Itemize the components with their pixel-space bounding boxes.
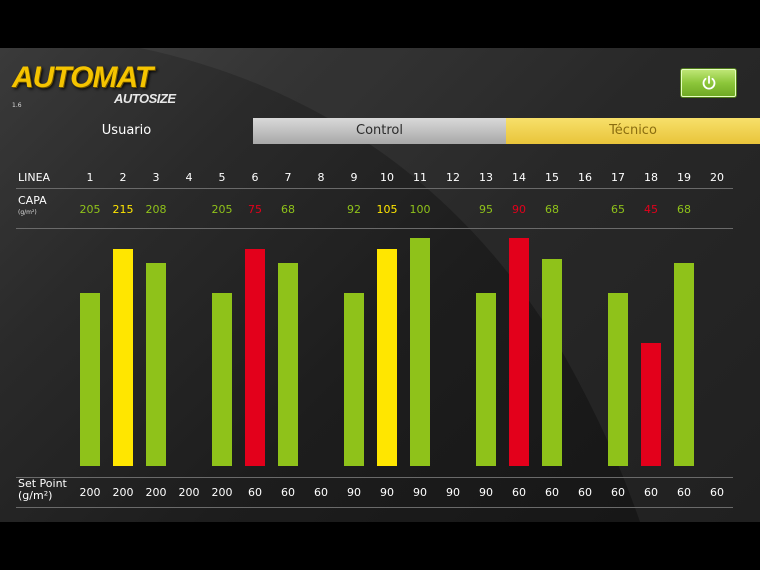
divider — [16, 477, 733, 478]
line-number: 6 — [251, 171, 259, 184]
line-number: 1 — [86, 171, 94, 184]
line-number: 5 — [218, 171, 226, 184]
capa-value: 208 — [145, 203, 167, 216]
line-number: 12 — [446, 171, 460, 184]
setpoint-value: 200 — [145, 486, 167, 499]
line-number: 20 — [710, 171, 724, 184]
line-number: 15 — [545, 171, 559, 184]
line-number: 8 — [317, 171, 325, 184]
setpoint-value: 200 — [211, 486, 233, 499]
logo-version: 1.6 — [12, 102, 22, 109]
line-number: 11 — [413, 171, 427, 184]
line-bar — [146, 263, 166, 466]
line-bar — [344, 293, 364, 466]
setpoint-value: 60 — [644, 486, 658, 499]
capa-value: 45 — [644, 203, 658, 216]
setpoint-value: 200 — [178, 486, 200, 499]
line-bar — [476, 293, 496, 466]
line-number: 18 — [644, 171, 658, 184]
logo-brand: AUTOMAT — [12, 61, 153, 94]
line-number: 17 — [611, 171, 625, 184]
divider — [16, 228, 733, 229]
line-bar — [212, 293, 232, 466]
power-icon — [702, 75, 715, 90]
capa-value: 68 — [281, 203, 295, 216]
line-number: 3 — [152, 171, 160, 184]
line-number: 10 — [380, 171, 394, 184]
automat-logo: AUTOMAT AUTOSIZE 1.6 — [12, 61, 187, 110]
screen: AUTOMAT AUTOSIZE 1.6 Usuario Control Téc… — [0, 48, 760, 522]
setpoint-value: 60 — [248, 486, 262, 499]
linea-label: LINEA — [18, 171, 51, 184]
power-button[interactable] — [681, 69, 736, 97]
setpoint-value: 200 — [112, 486, 134, 499]
logo-product: AUTOSIZE — [114, 91, 176, 106]
setpoint-value: 60 — [677, 486, 691, 499]
tab-usuario[interactable]: Usuario — [101, 123, 152, 138]
capa-value: 90 — [512, 203, 526, 216]
line-bar — [608, 293, 628, 466]
capa-value: 92 — [347, 203, 361, 216]
line-bar — [80, 293, 100, 466]
setpoint-value: 60 — [512, 486, 526, 499]
line-number: 7 — [284, 171, 292, 184]
tab-control[interactable]: Control — [253, 118, 506, 144]
setpoint-unit: (g/m²) — [18, 489, 53, 502]
divider — [16, 188, 733, 189]
setpoint-value: 90 — [446, 486, 460, 499]
setpoint-value: 60 — [578, 486, 592, 499]
line-bar — [674, 263, 694, 466]
divider — [16, 507, 733, 508]
capa-value: 105 — [376, 203, 398, 216]
line-number: 19 — [677, 171, 691, 184]
capa-value: 205 — [79, 203, 101, 216]
setpoint-value: 60 — [314, 486, 328, 499]
capa-value: 68 — [677, 203, 691, 216]
setpoint-value: 90 — [413, 486, 427, 499]
line-bar — [509, 238, 529, 466]
line-bar — [410, 238, 430, 466]
capa-value: 100 — [409, 203, 431, 216]
capa-value: 95 — [479, 203, 493, 216]
line-bar — [377, 249, 397, 466]
setpoint-label: Set Point — [18, 477, 67, 490]
line-bar — [113, 249, 133, 466]
setpoint-value: 60 — [710, 486, 724, 499]
setpoint-value: 200 — [79, 486, 101, 499]
setpoint-value: 60 — [545, 486, 559, 499]
setpoint-value: 90 — [380, 486, 394, 499]
line-number: 2 — [119, 171, 127, 184]
line-bar — [278, 263, 298, 466]
setpoint-value: 90 — [479, 486, 493, 499]
line-bar — [641, 343, 661, 466]
setpoint-value: 60 — [281, 486, 295, 499]
line-number: 14 — [512, 171, 526, 184]
capa-value: 215 — [112, 203, 134, 216]
capa-unit: (g/m²) — [18, 209, 37, 216]
capa-value: 65 — [611, 203, 625, 216]
line-number: 13 — [479, 171, 493, 184]
line-bar — [245, 249, 265, 466]
line-number: 9 — [350, 171, 358, 184]
line-bar — [542, 259, 562, 466]
line-number: 4 — [185, 171, 193, 184]
line-number: 16 — [578, 171, 592, 184]
setpoint-value: 60 — [611, 486, 625, 499]
tab-tecnico[interactable]: Técnico — [506, 118, 760, 144]
setpoint-value: 90 — [347, 486, 361, 499]
capa-value: 68 — [545, 203, 559, 216]
capa-value: 205 — [211, 203, 233, 216]
capa-value: 75 — [248, 203, 262, 216]
capa-label: CAPA — [18, 194, 47, 207]
